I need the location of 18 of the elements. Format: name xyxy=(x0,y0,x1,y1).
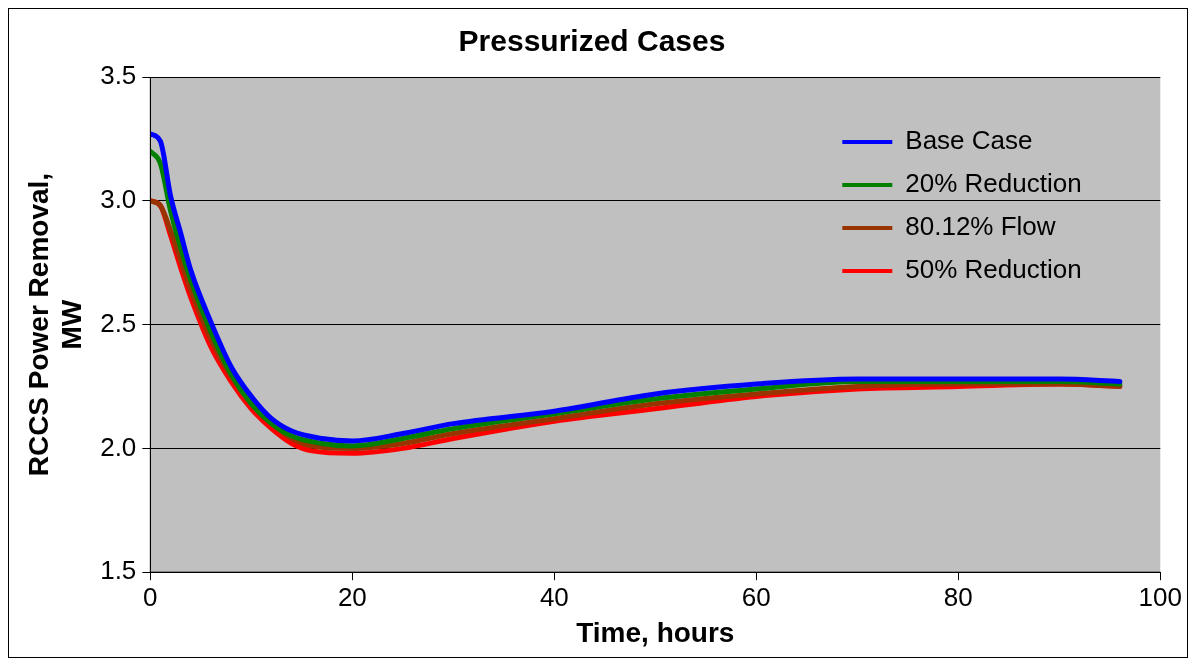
legend-label: 80.12% Flow xyxy=(905,211,1056,242)
y-tick-label: 3.0 xyxy=(100,183,137,214)
y-tick-label: 2.0 xyxy=(100,431,137,462)
x-tick-label: 0 xyxy=(143,581,158,612)
y-axis-title: RCCS Power Removal, MW xyxy=(22,172,88,477)
y-tick-label: 3.5 xyxy=(100,60,137,91)
chart-title: Pressurized Cases xyxy=(458,24,726,58)
x-tick-label: 80 xyxy=(943,581,973,612)
y-tick-label: 2.5 xyxy=(100,307,137,338)
x-tick-label: 20 xyxy=(337,581,367,612)
legend-label: Base Case xyxy=(905,125,1033,156)
x-axis-title: Time, hours xyxy=(576,616,735,648)
legend-label: 20% Reduction xyxy=(905,168,1082,199)
y-tick-label: 1.5 xyxy=(100,555,137,586)
x-tick-label: 100 xyxy=(1138,581,1183,612)
x-tick-label: 60 xyxy=(741,581,771,612)
x-tick-label: 40 xyxy=(539,581,569,612)
legend-label: 50% Reduction xyxy=(905,254,1082,285)
